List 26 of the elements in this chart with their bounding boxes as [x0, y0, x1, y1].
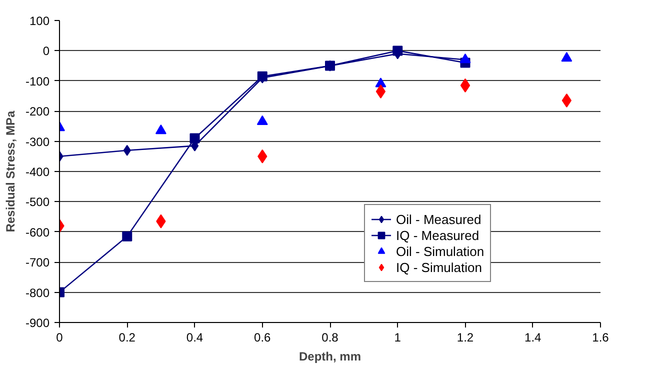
x-tick-label: 0.2: [118, 330, 136, 344]
x-tick-label: 1.4: [524, 330, 542, 344]
legend-label: Oil - Simulation: [396, 243, 484, 259]
y-tick-label: -900: [25, 316, 50, 330]
x-tick-label: 0.4: [186, 330, 204, 344]
y-axis-title: Residual Stress, MPa: [3, 110, 18, 232]
y-tick-label: -400: [25, 165, 50, 179]
y-tick-label: -200: [25, 104, 50, 119]
legend-label: IQ - Simulation: [396, 259, 482, 275]
x-tick-label: 1.6: [592, 330, 610, 344]
x-tick-label: 0.8: [322, 330, 339, 344]
x-tick-label: 0: [56, 330, 64, 344]
x-tick-label: 0.6: [254, 330, 272, 344]
y-tick-label: 0: [42, 44, 50, 58]
legend-label: Oil - Measured: [396, 211, 482, 227]
x-tick-label: 1.2: [456, 330, 474, 344]
x-tick-label: 1: [394, 330, 402, 344]
y-tick-label: -800: [25, 286, 50, 300]
x-axis-title: Depth, mm: [299, 350, 362, 364]
y-tick-label: -500: [25, 195, 50, 210]
y-tick-label: -300: [25, 134, 50, 149]
y-tick-label: -700: [25, 256, 50, 270]
y-tick-label: 100: [29, 14, 50, 28]
legend-label: IQ - Measured: [396, 227, 480, 243]
y-tick-label: -100: [25, 74, 50, 88]
y-tick-label: -600: [25, 225, 50, 240]
